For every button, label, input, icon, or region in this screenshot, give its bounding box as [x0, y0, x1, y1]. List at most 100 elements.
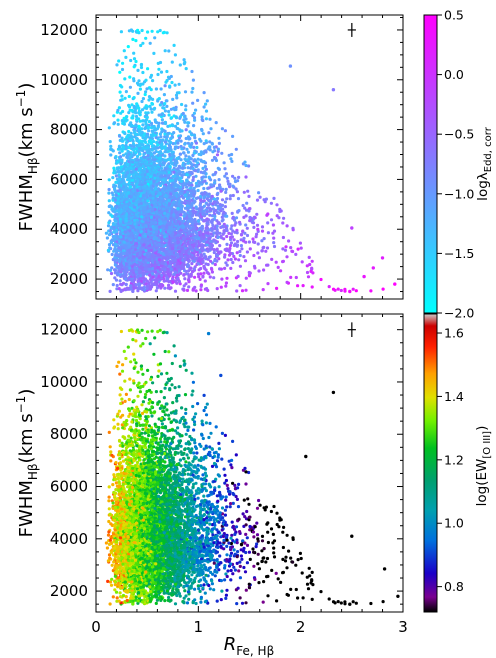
scatter-point [209, 178, 213, 182]
scatter-point [147, 120, 151, 124]
scatter-point [195, 145, 199, 150]
scatter-point [217, 257, 221, 261]
scatter-point [165, 104, 169, 108]
scatter-point [175, 277, 179, 281]
scatter-point [233, 176, 237, 180]
scatter-point [108, 268, 113, 272]
scatter-point [164, 99, 168, 103]
scatter-point [272, 241, 276, 245]
scatter-point [238, 284, 242, 288]
scatter-point [114, 278, 119, 282]
scatter-point [180, 102, 184, 107]
scatter-point [215, 287, 219, 291]
scatter-point [223, 205, 227, 209]
scatter-point [291, 228, 295, 232]
scatter-point [119, 155, 123, 159]
scatter-point [275, 203, 279, 207]
top-scatter-points [104, 28, 385, 293]
scatter-point [223, 174, 227, 178]
scatter-point [119, 270, 123, 274]
scatter-point [229, 232, 233, 236]
scatter-point [187, 197, 191, 201]
scatter-point [135, 154, 140, 159]
scatter-point [224, 172, 228, 176]
scatter-point [124, 168, 128, 172]
scatter-point [126, 45, 130, 49]
scatter-point [229, 157, 233, 161]
scatter-point [119, 282, 123, 286]
scatter-point [163, 135, 167, 139]
scatter-point [248, 247, 252, 251]
scatter-point [147, 282, 151, 286]
scatter-point [224, 281, 228, 285]
scatter-point [109, 271, 114, 276]
scatter-point [194, 174, 198, 178]
scatter-point [219, 189, 223, 193]
scatter-point [109, 144, 113, 148]
scatter-point [148, 104, 152, 108]
scatter-point [139, 65, 144, 70]
scatter-point [168, 273, 172, 277]
scatter-point [212, 155, 217, 160]
scatter-point [266, 231, 270, 235]
scatter-point [130, 116, 134, 120]
scatter-point [260, 229, 265, 233]
scatter-point [215, 153, 220, 157]
scatter-point [224, 190, 228, 194]
scatter-point [256, 242, 260, 246]
scatter-point [266, 212, 270, 216]
scatter-point [107, 126, 111, 130]
scatter-point [223, 167, 227, 171]
scatter-point [223, 266, 227, 270]
scatter-point [225, 234, 229, 239]
scatter-point [226, 179, 230, 183]
scatter-point [260, 225, 265, 229]
scatter-point [115, 287, 119, 291]
scatter-point [199, 159, 204, 163]
scatter-point [235, 289, 239, 293]
scatter-point [172, 131, 176, 135]
scatter-point [196, 188, 200, 193]
scatter-point [152, 51, 156, 56]
scatter-point [114, 155, 118, 159]
scatter-point [151, 97, 155, 101]
scatter-point [168, 145, 172, 149]
scatter-point [170, 60, 174, 64]
scatter-point [117, 59, 121, 63]
scatter-point [136, 91, 140, 95]
scatter-point [220, 127, 224, 131]
scatter-point [204, 117, 208, 121]
scatter-point [201, 118, 205, 123]
scatter-point [225, 276, 229, 280]
scatter-point [170, 161, 174, 165]
scatter-point [218, 206, 222, 210]
scatter-point [236, 179, 240, 183]
scatter-point [238, 249, 242, 254]
scatter-point [165, 69, 169, 74]
scatter-point [209, 127, 213, 131]
scatter-point [168, 168, 172, 172]
scatter-point [244, 208, 249, 212]
scatter-point [190, 90, 194, 94]
scatter-point [233, 257, 237, 261]
scatter-point [107, 187, 111, 192]
scatter-point [154, 289, 158, 293]
scatter-point [175, 156, 179, 160]
scatter-point [141, 70, 145, 75]
scatter-point [142, 133, 146, 137]
scatter-point [215, 186, 219, 190]
scatter-point [244, 223, 248, 227]
scatter-point [183, 90, 188, 94]
scatter-point [202, 271, 206, 275]
scatter-point [190, 141, 194, 146]
scatter-point [213, 214, 217, 218]
scatter-point [204, 262, 208, 266]
scatter-point [150, 126, 154, 130]
scatter-point [333, 288, 337, 292]
scatter-point [137, 124, 141, 128]
scatter-point [343, 289, 347, 293]
scatter-point [140, 108, 145, 112]
scatter-point [204, 139, 208, 143]
scatter-point [192, 124, 196, 128]
